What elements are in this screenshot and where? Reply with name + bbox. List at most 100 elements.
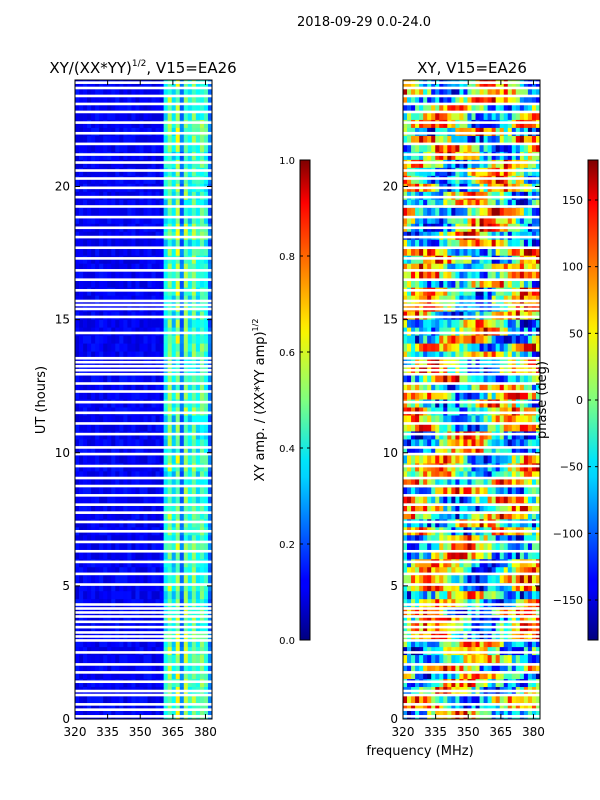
heatmap-cell: [79, 263, 84, 273]
heatmap-cell: [195, 695, 201, 704]
heatmap-cell: [495, 367, 501, 376]
heatmap-cell: [459, 415, 464, 424]
heatmap-cell: [199, 575, 205, 584]
heatmap-cell: [79, 87, 84, 97]
heatmap-cell: [471, 247, 476, 257]
heatmap-cell: [191, 80, 197, 89]
heatmap-cell: [507, 479, 513, 488]
heatmap-cell: [195, 447, 201, 456]
heatmap-cell: [163, 391, 169, 400]
flagged-row: [75, 307, 212, 311]
heatmap-cell: [87, 199, 92, 209]
heatmap-cell: [415, 119, 420, 129]
heatmap-cell: [459, 95, 464, 105]
heatmap-cell: [123, 319, 128, 329]
heatmap-cell: [199, 695, 205, 704]
x-tick-label: 350: [129, 725, 152, 739]
heatmap-cell: [183, 279, 189, 289]
heatmap-cell: [415, 551, 420, 560]
heatmap-cell: [127, 639, 132, 648]
heatmap-cell: [183, 703, 189, 712]
heatmap-cell: [499, 423, 505, 432]
heatmap-cell: [187, 663, 193, 672]
heatmap-cell: [535, 103, 541, 113]
heatmap-cell: [167, 359, 173, 368]
heatmap-cell: [423, 575, 428, 584]
heatmap-cell: [119, 247, 124, 257]
heatmap-cell: [447, 487, 452, 496]
heatmap-cell: [119, 551, 124, 560]
heatmap-cell: [507, 287, 513, 297]
heatmap-cell: [207, 271, 213, 281]
heatmap-cell: [159, 239, 165, 249]
heatmap-cell: [519, 271, 525, 281]
heatmap-cell: [439, 511, 444, 520]
heatmap-cell: [115, 95, 120, 105]
heatmap-cell: [107, 615, 112, 624]
heatmap-cell: [527, 159, 533, 169]
heatmap-cell: [483, 391, 489, 400]
heatmap-cell: [479, 495, 484, 504]
heatmap-cell: [503, 111, 509, 121]
heatmap-cell: [507, 511, 513, 520]
heatmap-cell: [471, 367, 476, 376]
heatmap-cell: [107, 287, 112, 297]
heatmap-cell: [431, 479, 436, 488]
heatmap-cell: [527, 503, 533, 512]
heatmap-cell: [503, 511, 509, 520]
heatmap-cell: [451, 199, 456, 209]
heatmap-cell: [159, 247, 165, 257]
heatmap-cell: [167, 479, 173, 488]
heatmap-cell: [487, 575, 493, 584]
heatmap-cell: [507, 199, 513, 209]
heatmap-cell: [83, 663, 88, 672]
heatmap-cell: [423, 199, 428, 209]
heatmap-cell: [499, 415, 505, 424]
heatmap-cell: [503, 431, 509, 440]
heatmap-cell: [107, 375, 112, 384]
heatmap-cell: [515, 263, 521, 273]
heatmap-cell: [527, 175, 533, 185]
flagged-row: [75, 708, 212, 711]
heatmap-cell: [523, 487, 529, 496]
heatmap-cell: [95, 495, 100, 504]
heatmap-cell: [183, 423, 189, 432]
heatmap-cell: [91, 415, 96, 424]
heatmap-cell: [523, 151, 529, 161]
heatmap-cell: [175, 87, 181, 97]
heatmap-cell: [95, 359, 100, 368]
heatmap-cell: [183, 119, 189, 129]
heatmap-cell: [199, 143, 205, 153]
heatmap-cell: [507, 423, 513, 432]
heatmap-cell: [203, 535, 209, 544]
heatmap-cell: [143, 263, 148, 273]
heatmap-cell: [479, 95, 484, 105]
heatmap-cell: [151, 103, 156, 113]
heatmap-cell: [75, 663, 80, 672]
heatmap-cell: [151, 615, 156, 624]
heatmap-cell: [443, 439, 448, 448]
heatmap-cell: [175, 583, 181, 592]
heatmap-cell: [471, 87, 476, 97]
heatmap-cell: [463, 567, 468, 576]
heatmap-cell: [455, 135, 460, 145]
heatmap-cell: [207, 319, 213, 329]
heatmap-cell: [527, 351, 533, 360]
heatmap-cell: [515, 159, 521, 169]
heatmap-cell: [503, 343, 509, 352]
heatmap-cell: [175, 111, 181, 121]
heatmap-cell: [463, 559, 468, 568]
heatmap-cell: [199, 495, 205, 504]
heatmap-cell: [423, 559, 428, 568]
heatmap-cell: [507, 391, 513, 400]
heatmap-cell: [75, 391, 80, 400]
heatmap-cell: [199, 375, 205, 384]
heatmap-cell: [143, 247, 148, 257]
heatmap-cell: [171, 95, 177, 105]
heatmap-cell: [147, 335, 152, 344]
heatmap-cell: [175, 551, 181, 560]
heatmap-cell: [119, 543, 124, 552]
heatmap-cell: [199, 471, 205, 480]
heatmap-cell: [123, 415, 128, 424]
heatmap-cell: [463, 415, 468, 424]
